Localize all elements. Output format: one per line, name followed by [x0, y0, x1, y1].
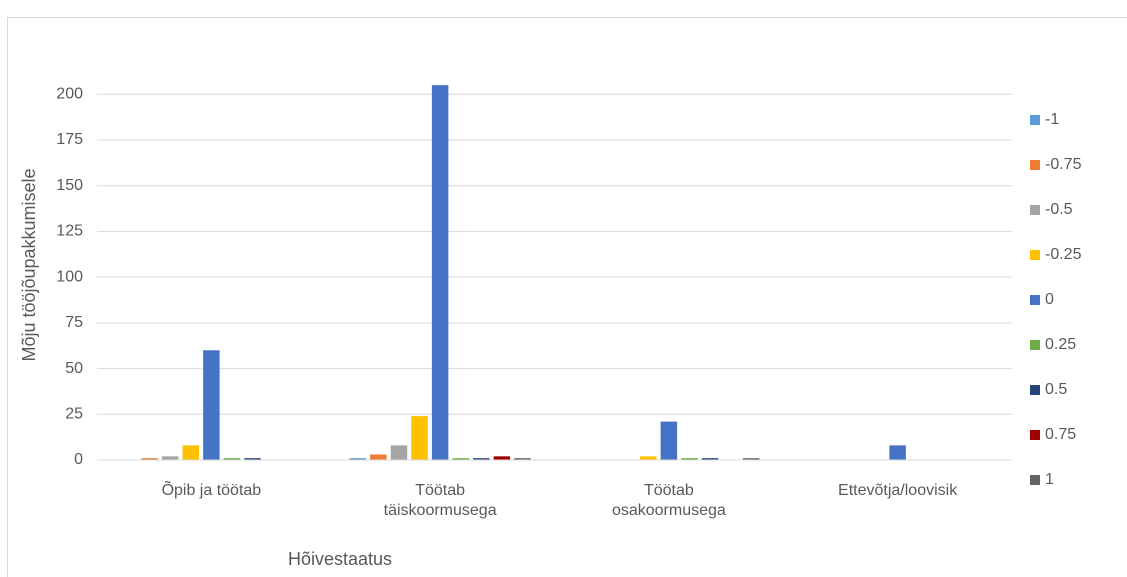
legend-swatch — [1030, 340, 1040, 350]
bar — [640, 456, 657, 460]
legend-label: -0.25 — [1045, 246, 1082, 263]
bar — [411, 416, 428, 460]
bar — [223, 458, 241, 460]
y-tick-label: 50 — [65, 360, 83, 377]
legend-swatch — [1030, 205, 1040, 215]
x-tick-label: Töötab osakoormusega — [611, 482, 726, 519]
bar — [390, 445, 408, 460]
bar — [244, 458, 261, 460]
chart-frame — [7, 17, 1127, 577]
y-tick-label: 175 — [56, 131, 83, 148]
bar — [681, 458, 698, 460]
bar — [493, 456, 511, 460]
bar — [349, 458, 367, 460]
bar — [742, 458, 760, 460]
legend-swatch — [1030, 160, 1040, 170]
legend-label: -0.75 — [1045, 156, 1082, 173]
legend-swatch — [1030, 295, 1040, 305]
y-tick-label: 75 — [65, 314, 83, 331]
y-tick-label: 100 — [56, 268, 83, 285]
bar — [370, 454, 387, 460]
legend-label: 1 — [1045, 471, 1054, 488]
bar — [660, 421, 678, 460]
bar — [473, 458, 490, 460]
legend-label: 0 — [1045, 291, 1054, 308]
bar — [431, 85, 449, 461]
legend-swatch — [1030, 430, 1040, 440]
x-tick-label: Õpib ja töötab — [161, 482, 262, 499]
bar — [701, 458, 719, 460]
bar — [141, 458, 158, 460]
legend-swatch — [1030, 385, 1040, 395]
legend-swatch — [1030, 250, 1040, 260]
legend-swatch — [1030, 475, 1040, 485]
legend-label: -0.5 — [1045, 201, 1073, 218]
bar — [203, 350, 220, 460]
legend-swatch — [1030, 115, 1040, 125]
bar — [452, 458, 469, 460]
legend-label: 0.5 — [1045, 381, 1067, 398]
y-tick-label: 150 — [56, 177, 83, 194]
x-tick-label: Ettevõtja/loovisik — [838, 482, 958, 499]
x-tick-label: Töötab täiskoormusega — [383, 482, 497, 519]
legend-label: 0.75 — [1045, 426, 1076, 443]
bar — [182, 445, 200, 460]
legend-label: 0.25 — [1045, 336, 1076, 353]
bar — [161, 456, 179, 460]
y-tick-label: 25 — [65, 406, 83, 423]
legend-label: -1 — [1045, 111, 1059, 128]
y-tick-label: 200 — [56, 86, 83, 103]
y-tick-label: 125 — [56, 223, 83, 240]
bar — [889, 445, 906, 460]
y-tick-label: 0 — [74, 451, 83, 468]
x-axis-title: Hõivestaatus — [288, 549, 392, 569]
bar — [514, 458, 531, 460]
y-axis-title: Mõju tööjõupakkumisele — [19, 168, 39, 361]
